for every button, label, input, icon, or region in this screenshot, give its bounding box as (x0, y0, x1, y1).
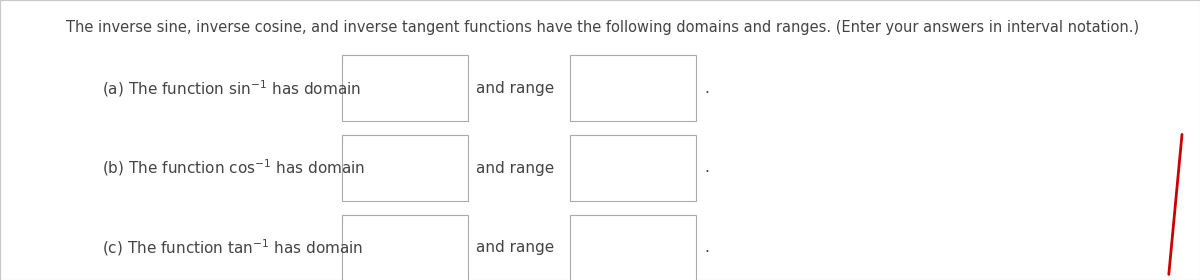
Text: .: . (704, 81, 709, 96)
FancyBboxPatch shape (342, 215, 468, 280)
Text: and range: and range (476, 160, 554, 176)
Text: (b) The function $\mathregular{\mathrm{cos}}$$^{-1}$ has domain: (b) The function $\mathregular{\mathrm{c… (102, 158, 365, 178)
Text: (c) The function $\mathregular{\mathrm{tan}}$$^{-1}$ has domain: (c) The function $\mathregular{\mathrm{t… (102, 237, 364, 258)
Text: and range: and range (476, 81, 554, 96)
Text: The inverse sine, inverse cosine, and inverse tangent functions have the followi: The inverse sine, inverse cosine, and in… (66, 20, 1139, 35)
FancyBboxPatch shape (570, 55, 696, 121)
Text: .: . (704, 240, 709, 255)
FancyBboxPatch shape (570, 215, 696, 280)
Text: and range: and range (476, 240, 554, 255)
FancyBboxPatch shape (342, 135, 468, 201)
Text: .: . (704, 160, 709, 176)
FancyBboxPatch shape (570, 135, 696, 201)
FancyBboxPatch shape (342, 55, 468, 121)
Text: (a) The function $\mathregular{\mathrm{sin}}$$^{-1}$ has domain: (a) The function $\mathregular{\mathrm{s… (102, 78, 361, 99)
